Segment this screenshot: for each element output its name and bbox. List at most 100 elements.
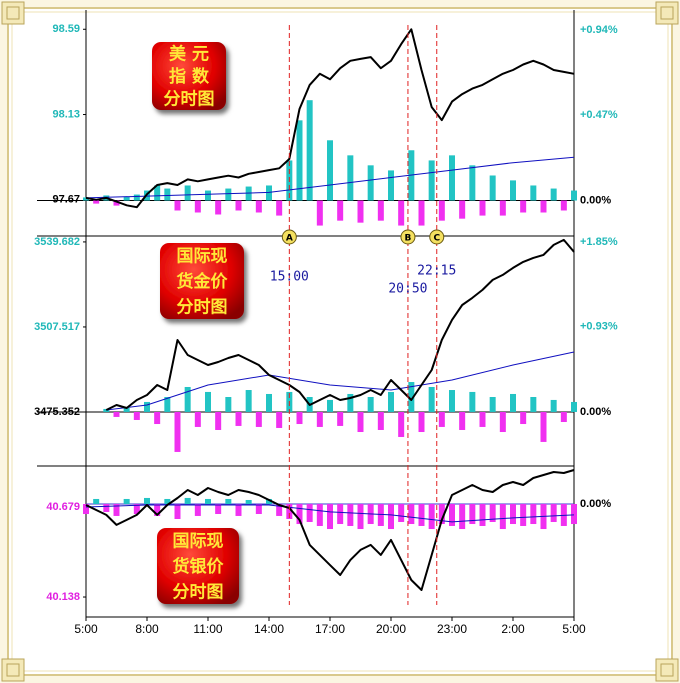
title-line: 国际现 [177, 247, 228, 267]
bar [550, 188, 557, 201]
bar [510, 393, 516, 412]
y2-tick-label: 0.00% [580, 498, 611, 510]
bar [367, 165, 374, 201]
bar [154, 503, 161, 516]
bar [489, 503, 496, 522]
bar [316, 503, 323, 526]
price-line [85, 469, 575, 591]
bar [93, 498, 100, 504]
x-tick-label: 20:00 [376, 622, 406, 636]
bar [469, 391, 476, 412]
bar [225, 188, 232, 201]
bar [245, 499, 252, 504]
title-line: 美 元 [169, 43, 209, 64]
bar [296, 503, 303, 525]
bar [276, 503, 283, 516]
bar [571, 401, 577, 412]
y-tick-label: 98.13 [52, 108, 80, 120]
bar [215, 503, 222, 514]
bar [418, 411, 425, 433]
bar [144, 401, 150, 412]
bar [205, 391, 211, 412]
title-line: 货金价 [177, 271, 229, 292]
price-line [85, 28, 575, 209]
event-marker-letter: A [286, 234, 293, 244]
bar [398, 503, 405, 522]
bar [347, 393, 354, 412]
title-line: 分时图 [173, 582, 224, 602]
bar [489, 175, 496, 201]
event-marker [281, 229, 297, 245]
bar [103, 503, 110, 512]
bar [489, 397, 496, 412]
bar [316, 200, 323, 226]
bar [469, 165, 476, 201]
bar [520, 200, 527, 213]
bar [357, 200, 364, 223]
bar [276, 200, 283, 216]
bar [499, 411, 506, 433]
title-line: 分时图 [164, 90, 215, 110]
bar [144, 497, 150, 504]
bar [550, 503, 557, 522]
bar [316, 411, 323, 427]
bar [205, 498, 211, 504]
x-tick-label: 5:00 [74, 622, 98, 636]
title-badge [157, 528, 239, 604]
event-marker-letter: C [433, 234, 440, 244]
bar [164, 397, 171, 412]
bar [459, 503, 466, 530]
bar [367, 397, 374, 412]
y-tick-label: 40.679 [46, 501, 80, 513]
y2-tick-label: 0.00% [580, 406, 611, 418]
bar [266, 185, 272, 201]
bar [377, 503, 384, 526]
bar [184, 497, 191, 504]
bar [235, 200, 242, 211]
y-tick-label: 97.67 [52, 194, 80, 206]
y-tick-label: 98.59 [52, 23, 80, 35]
y2-tick-label: +0.93% [580, 320, 618, 332]
bar [133, 411, 140, 420]
bar [337, 411, 344, 426]
bar [286, 503, 293, 520]
average-line [106, 351, 575, 411]
bar [123, 407, 130, 412]
bar [418, 503, 425, 526]
bar [123, 498, 130, 504]
average-line [85, 156, 575, 199]
bar [510, 503, 516, 525]
title-line: 指 数 [169, 66, 210, 87]
bar [347, 503, 354, 526]
bar [560, 200, 567, 211]
x-tick-label: 8:00 [135, 622, 159, 636]
bar [571, 503, 577, 525]
bar [255, 200, 262, 213]
bar [479, 503, 486, 526]
bar [398, 200, 405, 226]
bar [438, 411, 445, 427]
bar [174, 411, 181, 452]
title-badge [160, 243, 244, 319]
bar [245, 186, 252, 201]
bar [428, 386, 435, 412]
bar [540, 200, 547, 213]
bar [133, 194, 140, 201]
bar [184, 185, 191, 201]
bar [174, 200, 181, 211]
bar [560, 411, 567, 422]
bar [255, 503, 262, 514]
bar [459, 411, 466, 430]
event-marker [400, 229, 416, 245]
bar [296, 120, 303, 201]
bar [357, 411, 364, 433]
bar [123, 196, 130, 201]
bar [459, 200, 466, 219]
event-marker [429, 229, 445, 245]
x-tick-label: 5:00 [562, 622, 586, 636]
bar [428, 503, 435, 530]
bar [479, 200, 486, 216]
bar [296, 411, 303, 425]
bar [499, 503, 506, 530]
